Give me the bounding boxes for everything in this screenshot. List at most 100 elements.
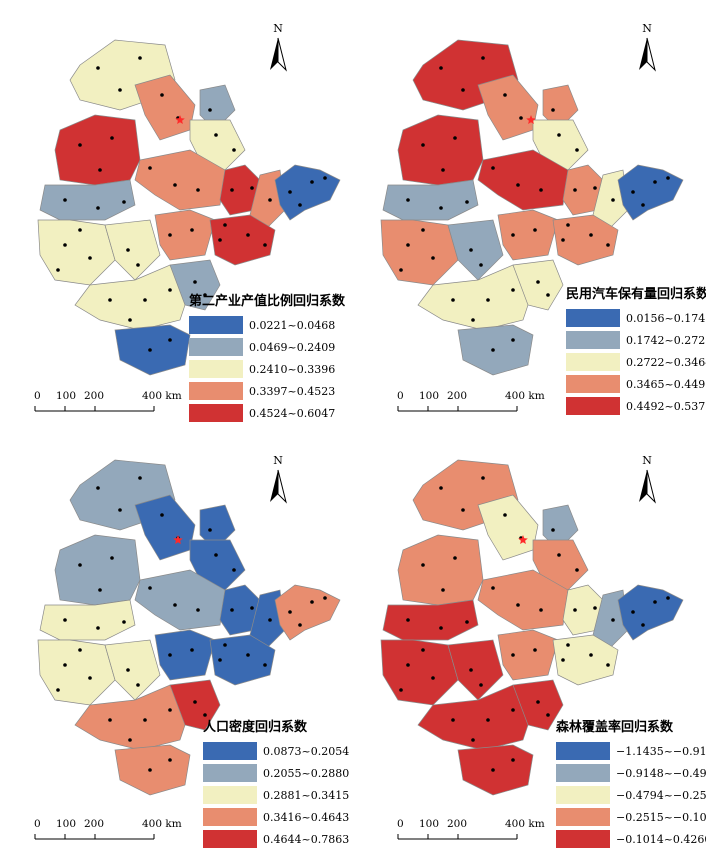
- city-point: [479, 263, 483, 267]
- scale-label: 400 km: [505, 818, 545, 830]
- legend: 第二产业产值比例回归系数 0.0221~0.0468 0.0469~0.2409 0…: [189, 290, 345, 424]
- map-region: [512, 679, 564, 731]
- map-region: [477, 74, 539, 141]
- city-point: [214, 133, 218, 137]
- city-point: [539, 608, 543, 612]
- scale-label: 0: [397, 818, 404, 830]
- city-point: [641, 203, 645, 207]
- legend-item: 0.4644~0.7863: [203, 828, 349, 850]
- city-point: [78, 563, 82, 567]
- legend-item: 0.3416~0.4643: [203, 806, 349, 828]
- map-region: [169, 259, 221, 311]
- city-point: [128, 738, 132, 742]
- city-point: [168, 758, 172, 762]
- legend-swatch: [566, 331, 620, 349]
- city-point: [491, 768, 495, 772]
- map-region: [209, 214, 276, 266]
- city-point: [168, 233, 172, 237]
- legend-swatch: [203, 742, 257, 760]
- legend-title: 森林覆盖率回归系数: [556, 720, 674, 735]
- north-arrow-icon: [639, 469, 656, 504]
- city-point: [203, 713, 207, 717]
- legend-label: 0.2055~0.2880: [263, 766, 350, 780]
- city-point: [88, 256, 92, 260]
- city-point: [439, 206, 443, 210]
- legend-label: −0.4794~−0.2516: [616, 788, 706, 802]
- map-region: [274, 584, 341, 641]
- city-point: [439, 66, 443, 70]
- city-point: [566, 223, 570, 227]
- city-point: [557, 133, 561, 137]
- capital-star: [526, 115, 536, 124]
- legend-swatch: [203, 808, 257, 826]
- city-point: [96, 626, 100, 630]
- legend-swatch: [189, 338, 243, 356]
- north-label: N: [642, 22, 652, 35]
- map-panel-civil-vehicles: N 民用汽车保有量回归系数 0.0156~0.1741 0.1742~0.2721…: [353, 0, 706, 430]
- city-point: [138, 476, 142, 480]
- legend-label: 0.3397~0.4523: [249, 384, 336, 398]
- legend-item: 0.3397~0.4523: [189, 380, 345, 402]
- map-region: [477, 149, 569, 211]
- city-point: [203, 293, 207, 297]
- map-region: [114, 324, 191, 376]
- city-point: [421, 648, 425, 652]
- city-point: [218, 238, 222, 242]
- city-point: [78, 648, 82, 652]
- map-region: [154, 629, 216, 681]
- city-point: [128, 318, 132, 322]
- city-point: [173, 603, 177, 607]
- map-region: [104, 639, 161, 701]
- city-point: [323, 596, 327, 600]
- city-point: [232, 148, 236, 152]
- city-point: [551, 528, 555, 532]
- city-point: [263, 243, 267, 247]
- city-point: [491, 166, 495, 170]
- city-point: [641, 623, 645, 627]
- city-point: [486, 718, 490, 722]
- city-point: [406, 198, 410, 202]
- capital-star: [173, 535, 183, 544]
- map-region: [74, 264, 191, 331]
- city-point: [666, 176, 670, 180]
- map-region: [134, 149, 226, 211]
- city-point: [465, 200, 469, 204]
- map-region: [380, 639, 459, 706]
- city-point: [110, 136, 114, 140]
- city-point: [136, 683, 140, 687]
- scale-label: 100: [56, 818, 77, 830]
- legend-label: 0.2410~0.3396: [249, 362, 336, 376]
- scale-label: 200: [447, 390, 468, 402]
- map-region: [37, 639, 116, 706]
- city-point: [118, 508, 122, 512]
- map-region: [617, 164, 684, 221]
- city-point: [138, 56, 142, 60]
- city-point: [611, 618, 615, 622]
- city-point: [653, 180, 657, 184]
- city-point: [491, 348, 495, 352]
- city-point: [288, 610, 292, 614]
- city-point: [173, 183, 177, 187]
- map-region: [457, 744, 534, 796]
- city-point: [406, 243, 410, 247]
- city-point: [575, 568, 579, 572]
- map-region: [74, 684, 191, 751]
- city-point: [593, 186, 597, 190]
- north-arrow: N: [263, 22, 293, 82]
- city-point: [461, 508, 465, 512]
- city-point: [421, 228, 425, 232]
- city-point: [589, 233, 593, 237]
- city-point: [469, 248, 473, 252]
- city-point: [268, 198, 272, 202]
- scale-bar-line: [397, 834, 518, 840]
- city-point: [193, 700, 197, 704]
- choropleth-map: [37, 459, 341, 796]
- map-region: [209, 634, 276, 686]
- legend-item: 0.1742~0.2721: [566, 329, 706, 351]
- city-point: [479, 683, 483, 687]
- map-region: [39, 599, 136, 641]
- map-region: [382, 599, 479, 641]
- city-point: [63, 663, 67, 667]
- city-point: [539, 188, 543, 192]
- map-region: [154, 209, 216, 261]
